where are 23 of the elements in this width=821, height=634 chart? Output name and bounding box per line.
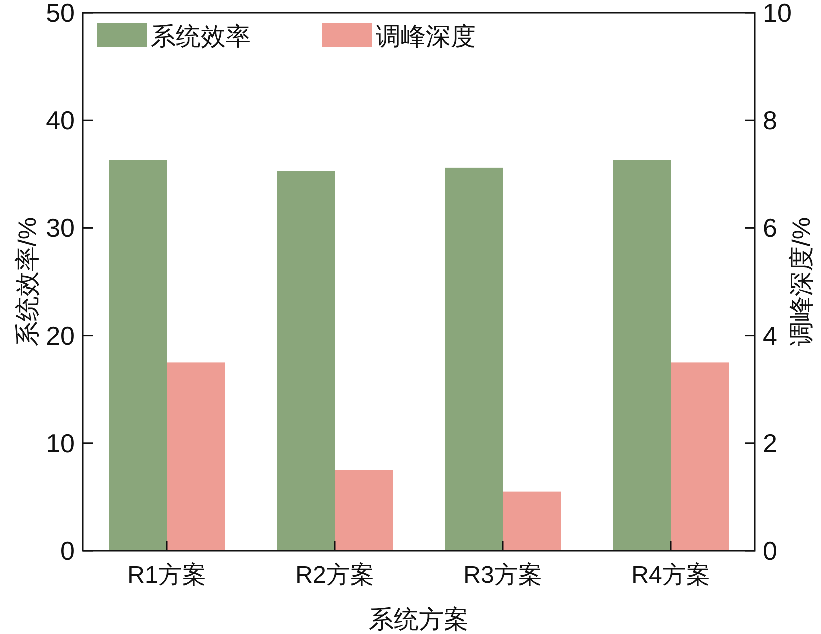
- bar: [503, 492, 561, 551]
- legend-label: 系统效率: [151, 23, 251, 51]
- x-tick-label: R2方案: [296, 562, 374, 589]
- y-tick-label: 20: [46, 320, 75, 351]
- legend-label: 调峰深度: [376, 23, 476, 51]
- x-tick-label: R3方案: [464, 562, 542, 589]
- y2-tick-label: 6: [763, 213, 778, 244]
- y-tick-label: 50: [46, 0, 75, 28]
- y-tick-label: 0: [60, 536, 75, 566]
- y2-tick-label: 4: [763, 320, 778, 351]
- y2-axis-title: 调峰深度/%: [788, 217, 816, 347]
- bar: [335, 470, 393, 551]
- y-axis-title: 系统效率/%: [14, 217, 42, 347]
- y2-tick-label: 10: [763, 0, 792, 28]
- x-axis-title: 系统方案: [369, 606, 469, 634]
- y-tick-label: 30: [46, 213, 75, 244]
- x-tick-label: R1方案: [128, 562, 206, 589]
- y-tick-label: 10: [46, 428, 75, 458]
- x-tick-label: R4方案: [632, 562, 710, 589]
- y2-tick-label: 2: [763, 428, 778, 458]
- y-tick-label: 40: [46, 106, 75, 136]
- y2-tick-label: 8: [763, 106, 778, 136]
- y2-tick-label: 0: [763, 536, 778, 566]
